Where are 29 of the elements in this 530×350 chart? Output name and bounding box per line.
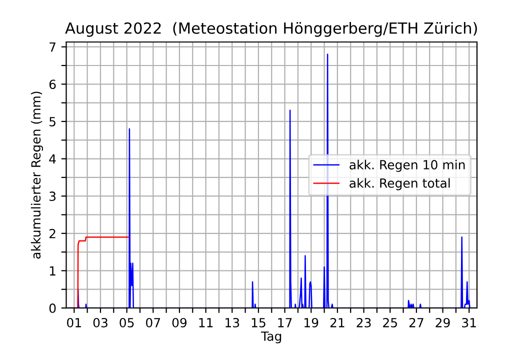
y-tick-label: 1 <box>50 266 56 276</box>
x-tick-label: 13 <box>226 318 240 328</box>
x-tick-label: 19 <box>304 318 318 328</box>
y-tick-label: 2 <box>49 228 56 238</box>
y-tick-label: 0 <box>49 303 56 313</box>
x-tick-label: 15 <box>252 318 266 328</box>
y-tick-label: 6 <box>49 80 56 90</box>
x-tick-label: 11 <box>199 318 213 328</box>
x-tick-label: 03 <box>93 318 108 328</box>
x-tick-label: 29 <box>436 318 450 328</box>
x-tick-label: 05 <box>120 318 134 328</box>
x-tick-label: 27 <box>409 318 424 328</box>
x-axis-title: Tag <box>261 332 282 344</box>
y-axis-title: akkumulierter Regen (mm) <box>30 92 44 259</box>
x-tick-label: 31 <box>462 318 476 328</box>
chart-title: August 2022 (Meteostation Hönggerberg/ETH Zürich) <box>65 22 477 37</box>
y-tick-label: 7 <box>50 42 56 52</box>
x-tick-label: 21 <box>330 318 344 328</box>
legend-label: akk. Regen 10 min <box>350 160 465 172</box>
y-tick-label: 3 <box>50 192 56 202</box>
x-tick-label: 23 <box>356 318 371 328</box>
x-tick-label: 07 <box>146 318 160 328</box>
x-tick-label: 17 <box>278 318 292 328</box>
x-tick-label: 25 <box>383 318 397 328</box>
legend-label: akk. Regen total <box>350 178 450 190</box>
y-tick-label: 5 <box>50 117 56 126</box>
x-tick-label: 09 <box>172 318 187 328</box>
y-tick-label: 4 <box>49 154 56 164</box>
x-tick-label: 01 <box>67 318 81 328</box>
